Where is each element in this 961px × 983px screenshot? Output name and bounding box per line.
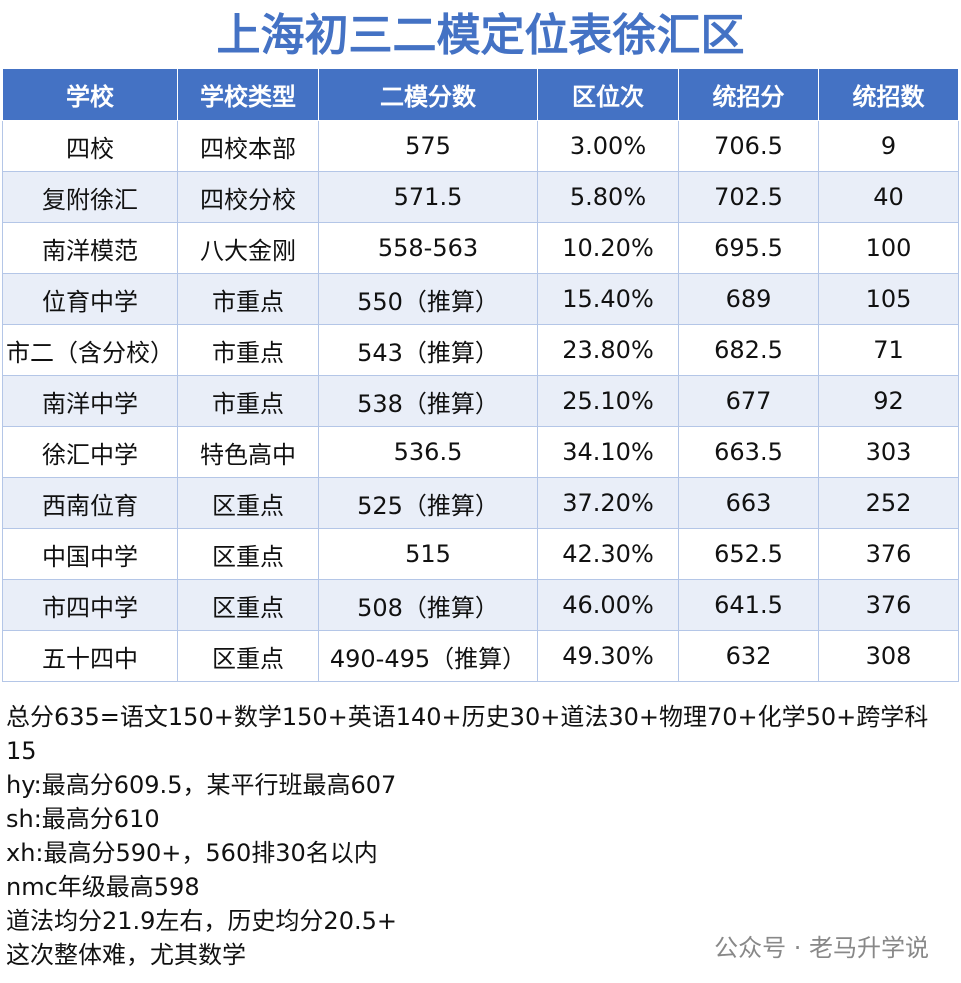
table-cell: 23.80% [537, 324, 679, 376]
table-cell: 308 [818, 630, 959, 682]
table-row: 四校 四校本部 575 3.00% 706.5 9 [2, 120, 959, 172]
title: 上海初三二模定位表徐汇区 [216, 10, 745, 61]
table-row: 南洋模范 八大金刚 558-563 10.20% 695.5 100 [2, 222, 959, 274]
note-line: xh:最高分590+，560排30名以内 [6, 839, 378, 867]
table-row: 徐汇中学 特色高中 536.5 34.10% 663.5 303 [2, 426, 959, 478]
table-cell: 632 [678, 630, 819, 682]
notes: 总分635=语文150+数学150+英语140+历史30+道法30+物理70+化… [6, 700, 946, 972]
table-cell: 571.5 [318, 171, 538, 223]
table-cell: 303 [818, 426, 959, 478]
table-cell: 490-495（推算） [318, 630, 538, 682]
table-cell: 550（推算） [318, 273, 538, 325]
table-cell: 四校分校 [177, 171, 319, 223]
table-cell: 南洋模范 [2, 222, 178, 274]
note-line: sh:最高分610 [6, 805, 160, 833]
table-cell: 复附徐汇 [2, 171, 178, 223]
table-cell: 536.5 [318, 426, 538, 478]
table-cell: 252 [818, 477, 959, 529]
table-cell: 689 [678, 273, 819, 325]
table-cell: 中国中学 [2, 528, 178, 580]
table-cell: 市二（含分校） [2, 324, 178, 376]
column-header: 学校 [2, 68, 178, 121]
table: 学校 学校类型 二模分数 区位次 统招分 统招数 四校 四校本部 575 3.00% 706.5 9… [2, 68, 959, 682]
table-cell: 10.20% [537, 222, 679, 274]
table-cell: 位育中学 [2, 273, 178, 325]
table-cell: 652.5 [678, 528, 819, 580]
table-cell: 40 [818, 171, 959, 223]
table-cell: 34.10% [537, 426, 679, 478]
table-cell: 徐汇中学 [2, 426, 178, 478]
table-cell: 695.5 [678, 222, 819, 274]
table-cell: 92 [818, 375, 959, 427]
table-cell: 区重点 [177, 477, 319, 529]
table-cell: 市四中学 [2, 579, 178, 631]
table-cell: 42.30% [537, 528, 679, 580]
column-header: 统招分 [678, 68, 819, 121]
table-row: 西南位育 区重点 525（推算） 37.20% 663 252 [2, 477, 959, 529]
table-cell: 663 [678, 477, 819, 529]
table-cell: 543（推算） [318, 324, 538, 376]
table-cell: 5.80% [537, 171, 679, 223]
table-cell: 105 [818, 273, 959, 325]
table-cell: 71 [818, 324, 959, 376]
table-row: 南洋中学 市重点 538（推算） 25.10% 677 92 [2, 375, 959, 427]
header-row: 学校 学校类型 二模分数 区位次 统招分 统招数 [2, 68, 959, 121]
table-cell: 376 [818, 579, 959, 631]
note-line: 道法均分21.9左右，历史均分20.5+ [6, 907, 397, 935]
table-cell: 538（推算） [318, 375, 538, 427]
table-cell: 市重点 [177, 375, 319, 427]
table-cell: 9 [818, 120, 959, 172]
table-cell: 508（推算） [318, 579, 538, 631]
column-header: 统招数 [818, 68, 959, 121]
table-cell: 五十四中 [2, 630, 178, 682]
table-cell: 区重点 [177, 579, 319, 631]
table-row: 复附徐汇 四校分校 571.5 5.80% 702.5 40 [2, 171, 959, 223]
table-cell: 西南位育 [2, 477, 178, 529]
column-header: 学校类型 [177, 68, 319, 121]
table-cell: 575 [318, 120, 538, 172]
table-cell: 100 [818, 222, 959, 274]
table-row: 市四中学 区重点 508（推算） 46.00% 641.5 376 [2, 579, 959, 631]
table-cell: 702.5 [678, 171, 819, 223]
table-cell: 49.30% [537, 630, 679, 682]
table-row: 五十四中 区重点 490-495（推算） 49.30% 632 308 [2, 630, 959, 682]
table-cell: 525（推算） [318, 477, 538, 529]
table-row: 中国中学 区重点 515 42.30% 652.5 376 [2, 528, 959, 580]
table-cell: 四校本部 [177, 120, 319, 172]
note-line: nmc年级最高598 [6, 873, 200, 901]
note-line: 这次整体难，尤其数学 [6, 941, 246, 969]
table-cell: 区重点 [177, 630, 319, 682]
table-cell: 706.5 [678, 120, 819, 172]
note-line: 总分635=语文150+数学150+英语140+历史30+道法30+物理70+化… [6, 703, 929, 765]
table-row: 市二（含分校） 市重点 543（推算） 23.80% 682.5 71 [2, 324, 959, 376]
table-row: 位育中学 市重点 550（推算） 15.40% 689 105 [2, 273, 959, 325]
table-cell: 四校 [2, 120, 178, 172]
table-cell: 515 [318, 528, 538, 580]
table-cell: 八大金刚 [177, 222, 319, 274]
table-cell: 46.00% [537, 579, 679, 631]
table-cell: 682.5 [678, 324, 819, 376]
table-cell: 25.10% [537, 375, 679, 427]
table-cell: 特色高中 [177, 426, 319, 478]
table-cell: 南洋中学 [2, 375, 178, 427]
table-cell: 37.20% [537, 477, 679, 529]
table-cell: 677 [678, 375, 819, 427]
column-header: 区位次 [537, 68, 679, 121]
table-cell: 市重点 [177, 324, 319, 376]
table-cell: 376 [818, 528, 959, 580]
table-cell: 558-563 [318, 222, 538, 274]
table-cell: 641.5 [678, 579, 819, 631]
table-cell: 663.5 [678, 426, 819, 478]
table-cell: 区重点 [177, 528, 319, 580]
watermark: 公众号 · 老马升学说 [714, 934, 929, 962]
table-cell: 3.00% [537, 120, 679, 172]
table-cell: 15.40% [537, 273, 679, 325]
column-header: 二模分数 [318, 68, 538, 121]
note-line: hy:最高分609.5，某平行班最高607 [6, 771, 397, 799]
table-cell: 市重点 [177, 273, 319, 325]
